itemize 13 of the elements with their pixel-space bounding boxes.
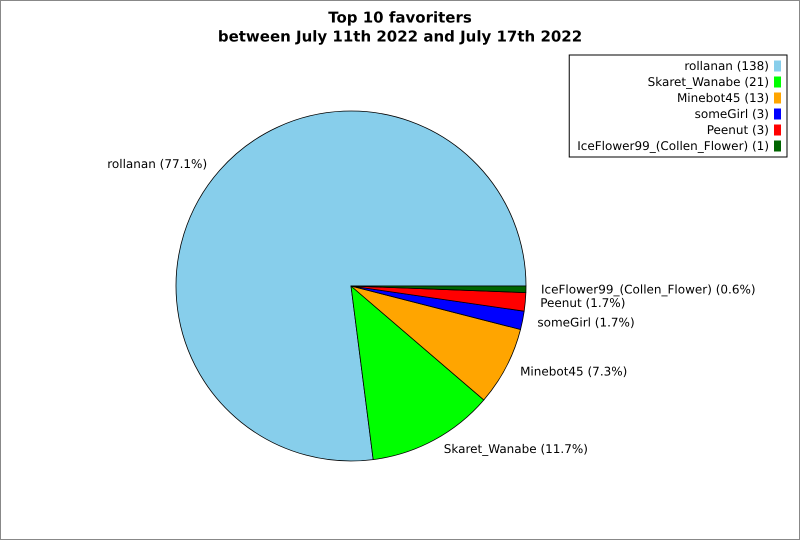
legend-label: Skaret_Wanabe (21) [648,75,769,89]
data-label: rollanan (77.1%) [107,156,208,171]
data-label: Skaret_Wanabe (11.7%) [444,442,588,456]
legend-label: Minebot45 (13) [676,91,769,105]
data-label: someGirl (1.7%) [537,315,635,330]
chart-title: Top 10 favoriters between July 11th 2022 and July 17th 2022 [218,8,582,46]
legend-label: rollanan (138) [684,59,769,73]
data-label: Peenut (1.7%) [540,296,626,310]
legend-label: someGirl (3) [694,107,769,121]
data-label: IceFlower99_(Collen_Flower) (0.6%) [540,282,756,296]
legend-label: Peenut (3) [706,123,769,137]
data-label: Minebot45 (7.3%) [520,364,628,378]
legend-label: IceFlower99_(Collen_Flower) (1) [577,139,769,153]
